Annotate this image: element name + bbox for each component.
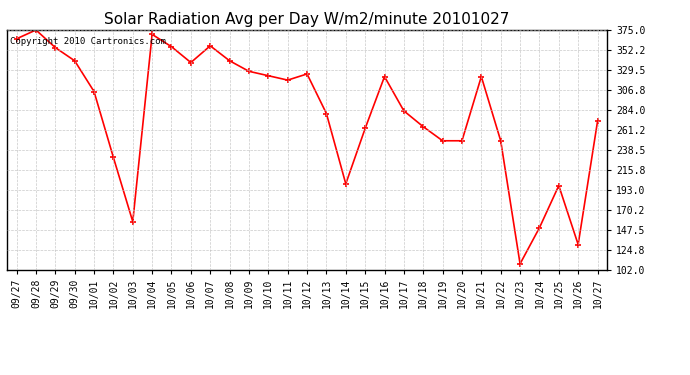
Text: Copyright 2010 Cartronics.com: Copyright 2010 Cartronics.com bbox=[10, 37, 166, 46]
Title: Solar Radiation Avg per Day W/m2/minute 20101027: Solar Radiation Avg per Day W/m2/minute … bbox=[104, 12, 510, 27]
